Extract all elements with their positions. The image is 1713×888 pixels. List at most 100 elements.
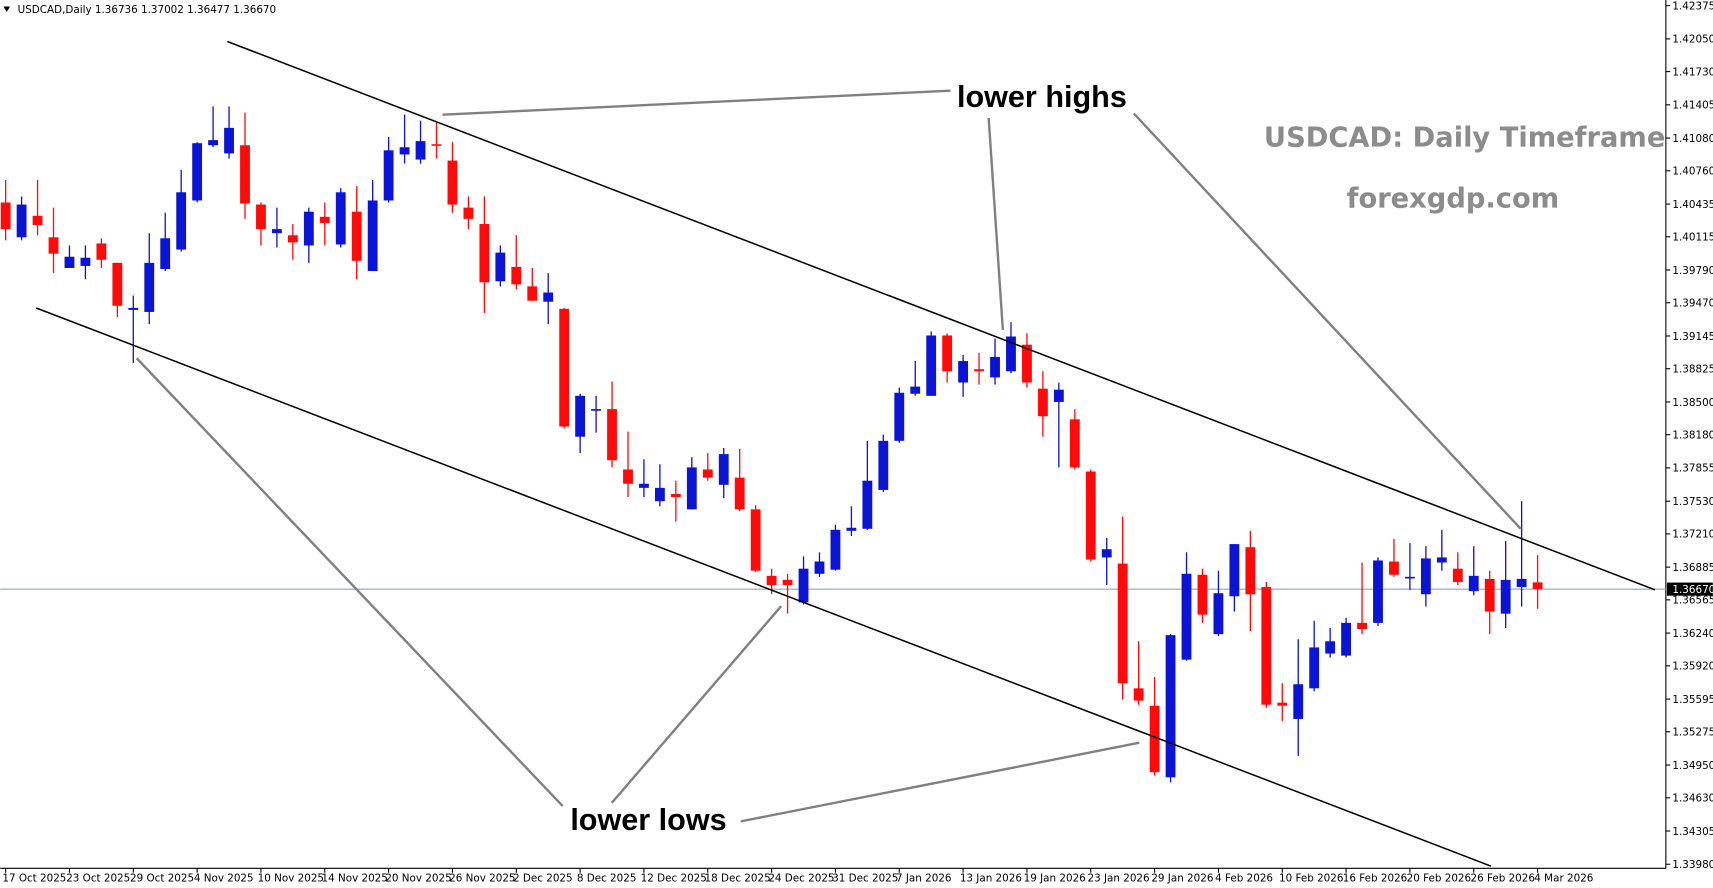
candle-body	[1309, 647, 1320, 689]
candle-body	[32, 215, 43, 226]
y-tick-label: 1.34305	[1672, 826, 1713, 838]
x-tick-label: 10 Feb 2026	[1279, 872, 1343, 884]
candle-body	[910, 386, 921, 394]
x-tick-label: 4 Feb 2026	[1215, 872, 1273, 884]
candle-body	[1149, 705, 1160, 773]
x-tick-label: 17 Oct 2025	[2, 872, 66, 884]
x-tick-label: 8 Dec 2025	[577, 872, 637, 884]
y-tick-label: 1.36240	[1672, 628, 1713, 640]
candle-body	[1101, 549, 1112, 558]
y-tick-label: 1.39470	[1672, 298, 1713, 310]
candle-body	[639, 483, 649, 488]
x-tick-label: 19 Jan 2026	[1024, 872, 1086, 884]
pointer-line	[610, 605, 783, 804]
candle-body	[1261, 587, 1272, 705]
candle-body	[862, 480, 873, 529]
y-tick-label: 1.36565	[1672, 595, 1713, 607]
x-tick-label: 16 Feb 2026	[1343, 872, 1407, 884]
candle-body	[128, 307, 139, 310]
x-tick-label: 10 Nov 2025	[258, 872, 324, 884]
candle-body	[399, 147, 410, 155]
y-tick-label: 1.37855	[1672, 463, 1713, 475]
price-label: 1.36670	[1672, 584, 1713, 596]
candle-body	[990, 356, 1000, 378]
candle-body	[511, 266, 522, 285]
candle-body	[750, 509, 761, 571]
candle-body	[894, 392, 905, 441]
candle-body	[1229, 544, 1240, 597]
candle-body	[144, 262, 155, 312]
candle-body	[1117, 563, 1128, 684]
candle-body	[1468, 575, 1479, 592]
candle-body	[1357, 622, 1367, 630]
x-tick-label: 24 Dec 2025	[768, 872, 834, 884]
y-tick-label: 1.42050	[1672, 34, 1713, 46]
candle-body	[686, 467, 697, 510]
x-tick-label: 20 Nov 2025	[385, 872, 451, 884]
candle-body	[575, 395, 586, 437]
candle-body	[782, 579, 793, 586]
y-tick-label: 1.39790	[1672, 265, 1713, 277]
x-tick-label: 12 Dec 2025	[641, 872, 707, 884]
candle-body	[718, 454, 729, 485]
candle-body	[272, 229, 282, 234]
candle-body	[1405, 576, 1415, 579]
candle-body	[224, 127, 234, 154]
candle-body	[1006, 336, 1016, 372]
candle-body	[48, 237, 59, 254]
x-tick-label: 13 Jan 2026	[960, 872, 1022, 884]
candle-body	[926, 335, 937, 396]
lower-channel-line	[35, 307, 1492, 867]
candle-body	[112, 262, 123, 306]
x-tick-label: 31 Dec 2025	[832, 872, 898, 884]
candle-body	[1277, 702, 1288, 706]
candle-body	[670, 494, 681, 498]
candle-body	[96, 243, 107, 260]
y-tick-label: 1.39145	[1672, 331, 1713, 343]
candle-body	[463, 207, 474, 219]
y-tick-label: 1.35595	[1672, 694, 1713, 706]
candle-body	[240, 145, 250, 204]
candle-body	[974, 369, 984, 372]
y-tick-label: 1.40760	[1672, 166, 1713, 178]
price-label-box	[1666, 582, 1713, 596]
candle-body	[942, 335, 953, 372]
y-tick-label: 1.41730	[1672, 66, 1713, 78]
candle-body	[1436, 557, 1447, 563]
x-tick-label: 23 Jan 2026	[1087, 872, 1149, 884]
candle-body	[1516, 578, 1527, 588]
x-tick-label: 23 Oct 2025	[66, 872, 130, 884]
candle-body	[351, 211, 362, 261]
x-tick-label: 14 Nov 2025	[322, 872, 388, 884]
y-tick-label: 1.34630	[1672, 793, 1713, 805]
menu-triangle	[3, 6, 11, 13]
candle-body	[1181, 573, 1192, 660]
candle-body	[1037, 388, 1048, 417]
candle-body	[1452, 568, 1463, 582]
x-tick-label: 29 Oct 2025	[130, 872, 194, 884]
candle-body	[16, 204, 27, 238]
y-tick-label: 1.42375	[1672, 0, 1713, 12]
candle-body	[798, 568, 809, 603]
candle-body	[1500, 579, 1511, 614]
y-tick-label: 1.41080	[1672, 133, 1713, 145]
candle-body	[830, 529, 841, 570]
candle-body	[1085, 471, 1096, 560]
pointer-line	[1133, 112, 1522, 530]
candle-body	[1213, 593, 1224, 635]
candle-body	[1133, 688, 1144, 701]
chart-subtitle: forexgdp.com	[1347, 184, 1560, 215]
y-tick-label: 1.35275	[1672, 727, 1713, 739]
annotation: lower highs	[957, 80, 1127, 114]
candle-body	[1532, 582, 1543, 590]
candle-body	[495, 252, 506, 282]
y-tick-label: 1.34950	[1672, 760, 1713, 772]
candle-body	[1373, 560, 1383, 623]
candle-body	[431, 144, 442, 146]
candle-body	[208, 140, 219, 146]
candle-body	[958, 361, 969, 383]
